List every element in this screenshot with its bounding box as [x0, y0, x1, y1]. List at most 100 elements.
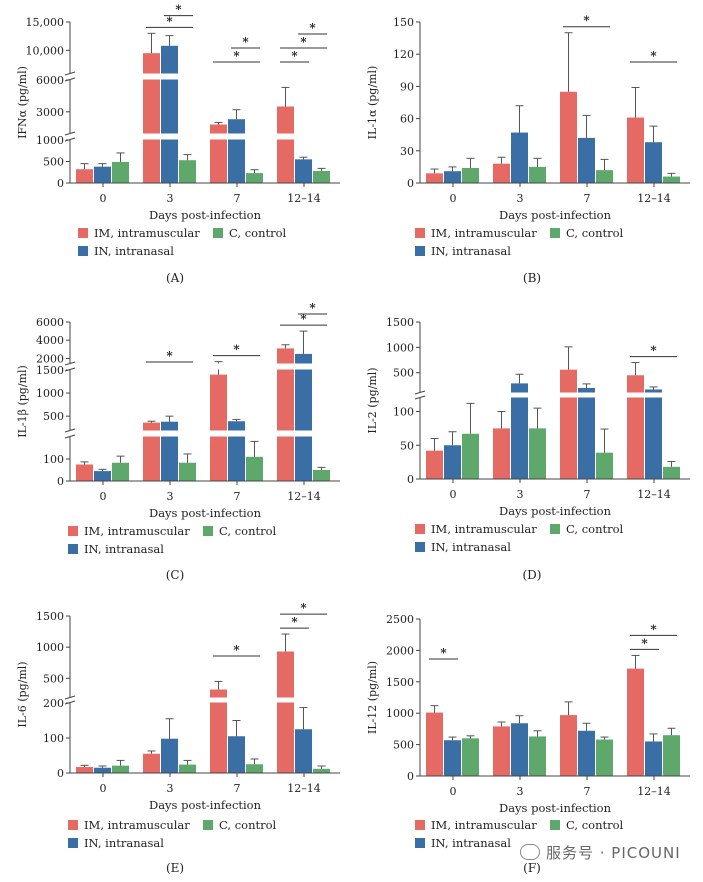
- bar-C-1: [529, 736, 546, 776]
- bar-C-3: [663, 735, 680, 776]
- bar-C-2: [596, 739, 613, 776]
- bar-C-0: [112, 161, 129, 183]
- bar-IM-3: [277, 651, 294, 773]
- legend-swatch-IN: [415, 838, 425, 848]
- bar-IM-2: [210, 374, 227, 481]
- legend-label-IN: IN, intranasal: [94, 244, 174, 258]
- significance-star: *: [300, 35, 307, 49]
- significance-star: *: [300, 601, 307, 615]
- bar-IN-2: [228, 421, 245, 481]
- legend-swatch-C: [213, 228, 223, 238]
- bar-C-1: [179, 462, 196, 481]
- bar-C-0: [462, 167, 479, 183]
- bar-C-1: [179, 764, 196, 773]
- bar-IM-2: [560, 715, 577, 776]
- y-tick-label: 1000: [36, 641, 64, 654]
- legend-swatch-IN: [68, 544, 78, 554]
- bar-IM-3: [627, 668, 644, 776]
- y-tick-label: 1500: [36, 610, 64, 623]
- bar-C-0: [462, 738, 479, 776]
- y-axis-title: IFNα (pg/ml): [16, 66, 29, 139]
- x-tick-label: 3: [517, 488, 524, 501]
- y-tick-label: 2000: [36, 352, 64, 365]
- x-tick-label: 12–14: [287, 192, 321, 205]
- x-axis-title: Days post-infection: [149, 798, 262, 812]
- legend-label-C: C, control: [229, 226, 287, 240]
- bar-IN-0: [444, 740, 461, 776]
- legend-label-C: C, control: [566, 226, 624, 240]
- x-tick-label: 0: [100, 490, 107, 503]
- bar-IN-1: [511, 723, 528, 776]
- bar-IN-3: [645, 389, 662, 479]
- legend-label-IN: IN, intranasal: [431, 540, 511, 554]
- bar-IM-3: [277, 348, 294, 481]
- bar-IM-1: [493, 163, 510, 183]
- legend-swatch-IM: [415, 524, 425, 534]
- axis-break-mark: [414, 395, 426, 400]
- x-axis-title: Days post-infection: [499, 504, 612, 518]
- y-axis-title: IL-2 (pg/ml): [366, 367, 379, 433]
- axis-break-mark: [414, 390, 426, 395]
- legend-label-IM: IM, intramuscular: [431, 226, 537, 240]
- bar-IM-3: [627, 117, 644, 183]
- bar-IM-0: [76, 464, 93, 481]
- x-tick-label: 7: [584, 192, 591, 205]
- significance-star: *: [166, 14, 173, 28]
- y-tick-label: 0: [57, 475, 64, 488]
- bar-C-2: [246, 456, 263, 481]
- legend-label-IN: IN, intranasal: [431, 244, 511, 258]
- panel-label: (B): [523, 271, 541, 285]
- x-tick-label: 3: [167, 782, 174, 795]
- y-tick-label: 1500: [386, 316, 414, 329]
- bar-IN-1: [161, 738, 178, 773]
- axis-break-gap: [64, 73, 340, 80]
- axis-break-gap: [64, 697, 340, 703]
- bar-IM-3: [627, 375, 644, 479]
- legend-label-C: C, control: [566, 818, 624, 832]
- chart-panel-5: 0 100 200 500 1000 1500 0 3 7 12–14 Days post-infe…: [16, 601, 340, 875]
- y-tick-label: 0: [407, 770, 414, 783]
- bar-IM-0: [426, 173, 443, 183]
- x-tick-label: 3: [167, 192, 174, 205]
- axis-break-mark: [64, 71, 76, 76]
- significance-star: *: [291, 615, 298, 629]
- legend-swatch-IN: [68, 838, 78, 848]
- legend-label-IN: IN, intranasal: [84, 542, 164, 556]
- legend-swatch-C: [550, 524, 560, 534]
- bar-IM-2: [560, 369, 577, 479]
- y-tick-label: 0: [57, 767, 64, 780]
- y-tick-label: 2500: [386, 613, 414, 626]
- x-axis-title: Days post-infection: [499, 208, 612, 222]
- legend-swatch-IM: [68, 820, 78, 830]
- panel-label: (C): [166, 568, 185, 582]
- bar-C-0: [462, 433, 479, 479]
- x-tick-label: 7: [584, 785, 591, 798]
- y-tick-label: 30: [400, 145, 414, 158]
- y-tick-label: 1000: [386, 341, 414, 354]
- legend-swatch-IN: [415, 246, 425, 256]
- chart-panel-4: 0 50 100 500 1000 1500 0 3 7 12–14 Days post-infec…: [366, 316, 690, 582]
- x-axis-title: Days post-infection: [149, 506, 262, 520]
- significance-star: *: [583, 14, 590, 28]
- chart-panel-1: 0 500 1000 3000 6000 10,000 15,000 0 3 7 12–14 Days…: [16, 3, 340, 285]
- significance-star: *: [440, 646, 447, 660]
- legend-swatch-IN: [78, 246, 88, 256]
- legend-swatch-IM: [78, 228, 88, 238]
- y-tick-label: 90: [400, 80, 414, 93]
- y-tick-label: 500: [43, 672, 64, 685]
- bar-C-1: [529, 166, 546, 183]
- panel-label: (A): [166, 271, 184, 285]
- y-tick-label: 1500: [36, 364, 64, 377]
- y-tick-label: 500: [393, 367, 414, 380]
- legend-label-IM: IM, intramuscular: [94, 226, 200, 240]
- bar-IN-0: [444, 171, 461, 183]
- y-tick-label: 150: [393, 16, 414, 29]
- bar-C-3: [313, 768, 330, 773]
- x-tick-label: 0: [450, 192, 457, 205]
- legend-label-IM: IM, intramuscular: [431, 522, 537, 536]
- x-axis-title: Days post-infection: [149, 208, 262, 222]
- bar-IN-1: [161, 45, 178, 183]
- bar-C-2: [246, 764, 263, 773]
